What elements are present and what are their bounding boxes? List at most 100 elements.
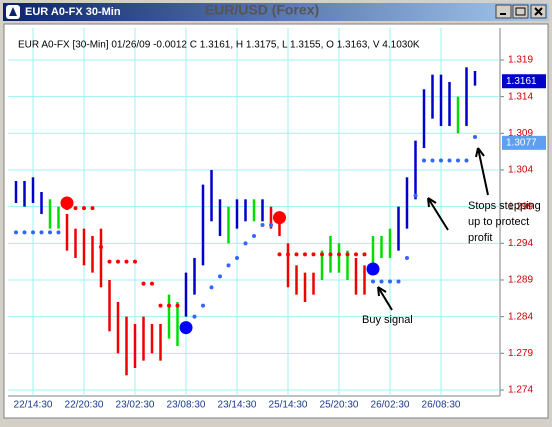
stop-dot <box>320 252 324 257</box>
x-tick-label: 26/08:30 <box>422 400 461 411</box>
stop-dot <box>362 252 367 257</box>
stop-dot <box>99 244 103 249</box>
stop-dot <box>226 263 231 268</box>
stop-dot <box>124 259 129 264</box>
last-price-box <box>502 74 546 89</box>
minimize-button[interactable] <box>495 4 512 19</box>
chart-subtitle: EUR A0-FX [30-Min] 01/26/09 -0.0012 C 1.… <box>18 40 420 51</box>
window-title: EUR A0-FX 30-Min <box>25 6 121 18</box>
app-icon-glyph <box>9 7 17 16</box>
stop-dot <box>48 230 52 235</box>
x-tick-label: 25/20:30 <box>320 400 359 411</box>
annotation: Buy signal <box>362 314 413 326</box>
signal-dot <box>179 321 193 335</box>
stop-dot <box>286 252 290 257</box>
stop-dot <box>422 158 426 163</box>
stop-price-box <box>502 135 546 150</box>
x-tick-label: 23/08:30 <box>167 400 206 411</box>
stop-dot <box>252 233 256 238</box>
plot <box>14 67 477 376</box>
stop-dot <box>107 259 112 264</box>
stop-dot <box>354 252 358 257</box>
stop-dot <box>116 259 120 264</box>
y-tick-label: 1.314 <box>508 91 533 102</box>
y-tick-label: 1.284 <box>508 311 533 322</box>
y-tick-label: 1.279 <box>508 348 533 359</box>
grid <box>8 28 500 396</box>
window-buttons[interactable] <box>495 4 547 19</box>
y-tick-label: 1.309 <box>508 128 533 139</box>
stop-dot <box>201 303 205 308</box>
stop-dot <box>388 279 392 284</box>
annotation: profit <box>468 232 492 244</box>
stop-dot <box>167 303 171 308</box>
last-price-label: 1.3161 <box>506 76 537 87</box>
stop-dot <box>371 279 375 284</box>
stop-dot <box>405 255 409 260</box>
stop-dot <box>22 230 27 235</box>
arrow <box>427 197 449 231</box>
stop-dot <box>243 241 248 246</box>
x-tick-label: 22/20:30 <box>65 400 104 411</box>
stop-dot <box>328 252 333 257</box>
x-tick-label: 26/02:30 <box>371 400 410 411</box>
stop-dot <box>235 255 239 260</box>
stop-dot <box>39 230 44 235</box>
maximize-glyph <box>515 7 526 16</box>
y-tick-label: 1.319 <box>508 55 533 66</box>
stop-dot <box>260 222 265 227</box>
y-tick-label: 1.289 <box>508 275 533 286</box>
annotation: up to protect <box>468 216 529 228</box>
signal-dot <box>60 196 74 210</box>
stop-dot <box>456 158 460 163</box>
stop-dot <box>82 206 86 211</box>
stop-dot <box>269 222 273 227</box>
stop-dot <box>396 279 401 284</box>
annotation: Stops stepping <box>468 200 541 212</box>
stop-dot <box>311 252 316 257</box>
y-tick-label: 1.304 <box>508 165 533 176</box>
stop-dot <box>192 314 197 319</box>
x-tick-label: 25/14:30 <box>269 400 308 411</box>
stop-dot <box>413 193 418 198</box>
stop-dot <box>277 252 282 257</box>
stop-dot <box>294 252 299 257</box>
stop-dot <box>464 158 469 163</box>
signal-dot <box>366 262 380 276</box>
stop-dot <box>337 252 341 257</box>
stop-dot <box>218 274 222 279</box>
x-tick-label: 22/14:30 <box>14 400 53 411</box>
stop-dot <box>141 281 146 286</box>
stop-dot <box>73 206 78 211</box>
stop-dot <box>379 279 384 284</box>
stop-dot <box>158 303 163 308</box>
x-tick-label: 23/14:30 <box>218 400 257 411</box>
stop-dot <box>56 230 61 235</box>
stop-dot <box>31 230 35 235</box>
close-glyph <box>534 7 543 16</box>
arrow <box>475 147 489 196</box>
title-bar <box>3 3 549 21</box>
y-tick-label: 1.294 <box>508 238 533 249</box>
stop-dot <box>133 259 137 264</box>
stop-dot <box>345 252 350 257</box>
maximize-button[interactable] <box>512 4 529 19</box>
signal-dot <box>273 211 286 225</box>
arrow <box>377 286 393 311</box>
y-tick-label: 1.274 <box>508 385 533 396</box>
stop-dot <box>439 158 443 163</box>
stop-dot <box>209 285 214 290</box>
y-tick-label: 1.299 <box>508 201 533 212</box>
stop-dot <box>447 158 452 163</box>
stop-price-label: 1.3077 <box>506 137 537 148</box>
chart-title: EUR/USD (Forex) <box>205 2 319 18</box>
stop-dot <box>473 134 477 139</box>
stop-dot <box>14 230 18 235</box>
stop-dot <box>90 206 95 211</box>
stop-dot <box>430 158 435 163</box>
stop-dot <box>175 303 180 308</box>
x-tick-label: 23/02:30 <box>116 400 155 411</box>
stop-dot <box>303 252 307 257</box>
stop-dot <box>150 281 154 286</box>
